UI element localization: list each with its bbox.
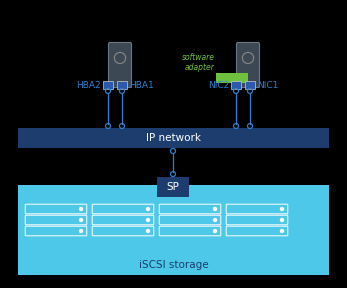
Bar <box>117 81 127 89</box>
Circle shape <box>146 219 150 221</box>
FancyBboxPatch shape <box>237 43 260 88</box>
Circle shape <box>79 230 83 232</box>
Bar <box>231 81 241 89</box>
Circle shape <box>146 207 150 211</box>
Text: iSCSI storage: iSCSI storage <box>139 260 208 270</box>
Text: HBA2: HBA2 <box>76 81 101 90</box>
Bar <box>103 81 113 89</box>
Text: NIC2: NIC2 <box>208 81 229 90</box>
Circle shape <box>146 230 150 232</box>
Text: NIC1: NIC1 <box>257 81 278 90</box>
Bar <box>18 185 329 275</box>
Bar <box>216 73 248 83</box>
Circle shape <box>79 219 83 221</box>
Text: IP network: IP network <box>146 133 201 143</box>
Circle shape <box>280 207 283 211</box>
Bar <box>157 177 189 197</box>
Circle shape <box>213 219 217 221</box>
Circle shape <box>79 207 83 211</box>
Text: software
adapter: software adapter <box>182 53 215 72</box>
FancyBboxPatch shape <box>109 43 132 88</box>
Circle shape <box>280 230 283 232</box>
Circle shape <box>213 207 217 211</box>
Bar <box>18 128 329 148</box>
Text: HBA1: HBA1 <box>129 81 154 90</box>
Circle shape <box>213 230 217 232</box>
Bar <box>245 81 255 89</box>
Text: SP: SP <box>167 182 179 192</box>
Circle shape <box>280 219 283 221</box>
